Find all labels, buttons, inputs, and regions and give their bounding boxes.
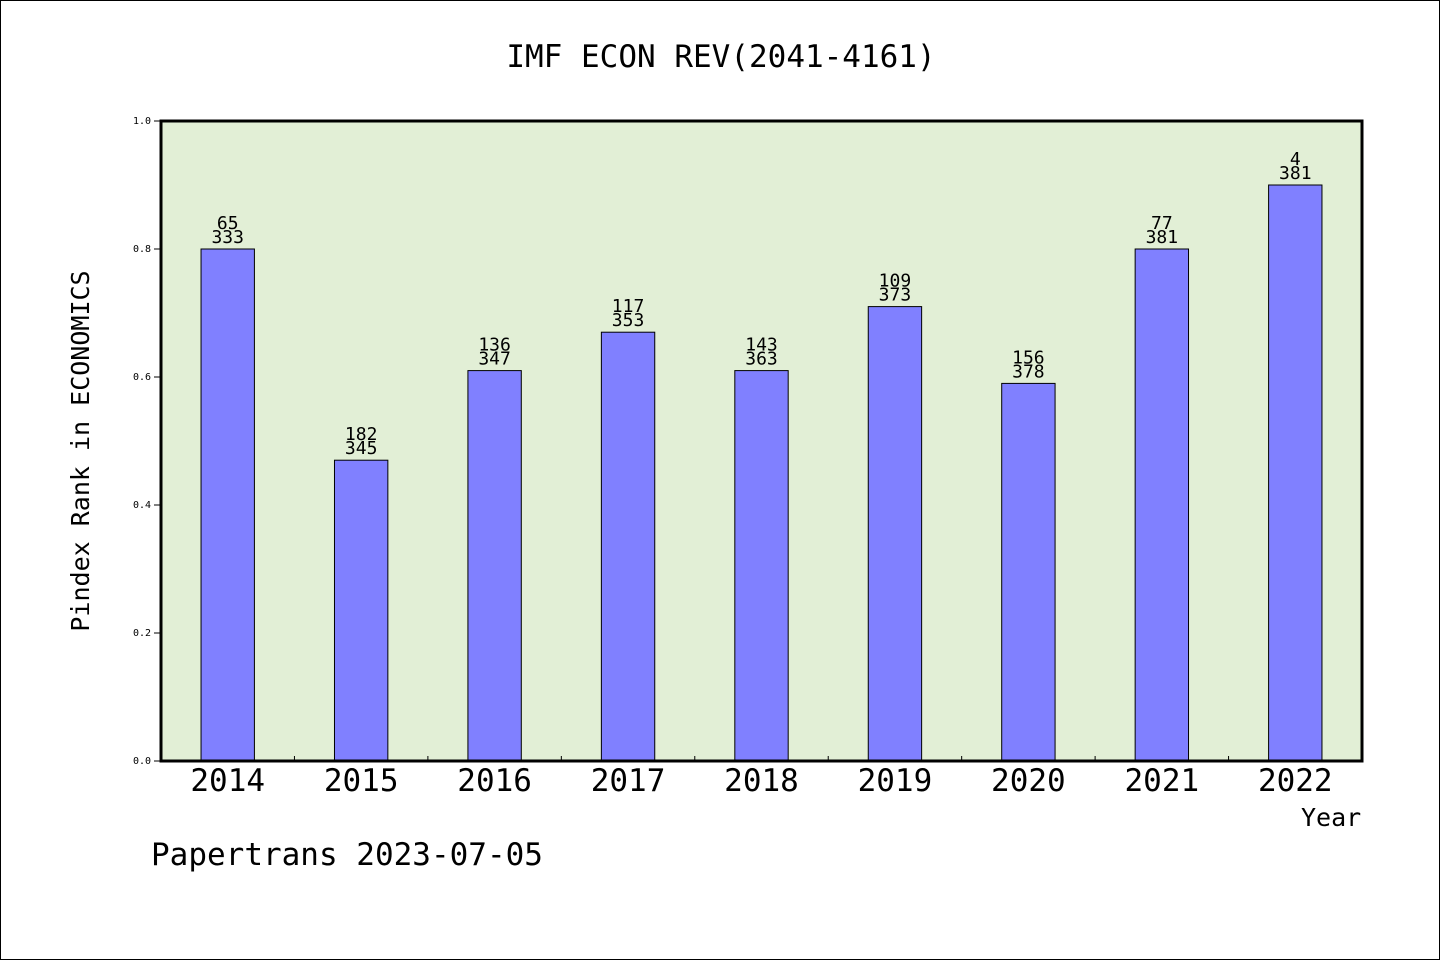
bar bbox=[1001, 382, 1056, 762]
x-tick-label: 2016 bbox=[457, 763, 532, 799]
x-tick-label: 2018 bbox=[724, 763, 799, 799]
x-tick-label: 2014 bbox=[190, 763, 265, 799]
data-label-bottom: 345 bbox=[345, 438, 378, 459]
data-label-top: 109 bbox=[879, 271, 912, 292]
data-label-bottom: 333 bbox=[211, 227, 244, 248]
bar bbox=[734, 370, 789, 762]
data-label-bottom: 378 bbox=[1012, 361, 1045, 382]
data-label-bottom: 353 bbox=[612, 310, 645, 331]
y-tick-label: 0.6 bbox=[133, 372, 151, 383]
x-tick-label: 2019 bbox=[858, 763, 933, 799]
y-tick-label: 1.0 bbox=[133, 116, 151, 127]
x-axis-label: Year bbox=[1301, 803, 1362, 832]
data-label-bottom: 373 bbox=[879, 285, 912, 306]
x-tick-label: 2020 bbox=[991, 763, 1066, 799]
data-label-top: 65 bbox=[217, 213, 239, 234]
bar bbox=[1134, 248, 1190, 762]
bar bbox=[200, 248, 255, 762]
y-tick-label: 0.0 bbox=[133, 756, 151, 767]
y-tick-label: 0.4 bbox=[133, 500, 151, 511]
data-label-top: 136 bbox=[478, 335, 511, 356]
chart-title: IMF ECON REV(2041-4161) bbox=[506, 39, 936, 75]
data-label-bottom: 381 bbox=[1146, 227, 1179, 248]
data-label-top: 156 bbox=[1012, 347, 1045, 368]
data-label-top: 4 bbox=[1290, 149, 1301, 170]
x-tick-label: 2017 bbox=[591, 763, 666, 799]
plot-frame bbox=[159, 119, 1364, 763]
footer-note: Papertrans 2023-07-05 bbox=[151, 837, 543, 873]
bar bbox=[467, 370, 522, 762]
data-label-top: 77 bbox=[1151, 213, 1173, 234]
data-label-bottom: 347 bbox=[478, 349, 511, 370]
data-label-bottom: 363 bbox=[745, 349, 778, 370]
bar bbox=[867, 306, 923, 762]
y-tick-label: 0.8 bbox=[133, 244, 151, 255]
x-tick-label: 2015 bbox=[324, 763, 399, 799]
data-label-top: 182 bbox=[345, 424, 378, 445]
bar bbox=[333, 459, 389, 762]
bar bbox=[600, 331, 656, 762]
y-tick-label: 0.2 bbox=[133, 628, 151, 639]
x-tick-label: 2022 bbox=[1258, 763, 1333, 799]
x-tick-label: 2021 bbox=[1125, 763, 1200, 799]
data-label-top: 117 bbox=[612, 296, 645, 317]
bar bbox=[1268, 184, 1323, 762]
data-label-top: 143 bbox=[745, 335, 778, 356]
data-label-bottom: 381 bbox=[1279, 163, 1312, 184]
